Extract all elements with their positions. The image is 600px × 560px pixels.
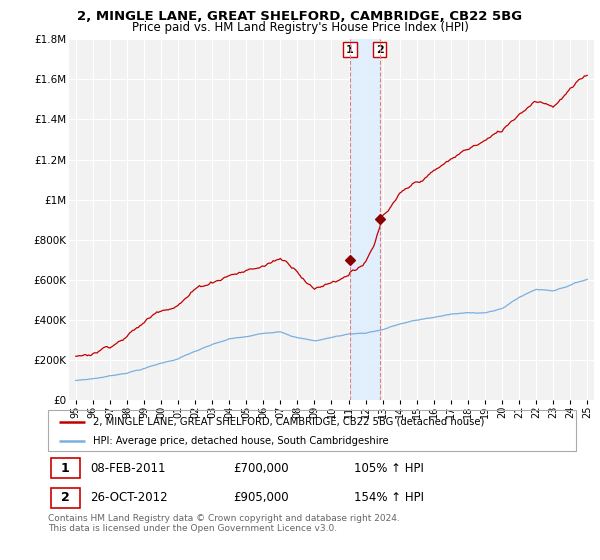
Point (345, 255, 355, 264)
Text: HPI: Average price, detached house, South Cambridgeshire: HPI: Average price, detached house, Sout… (93, 436, 389, 446)
Text: 2: 2 (376, 45, 383, 55)
Text: 08-FEB-2011: 08-FEB-2011 (90, 461, 166, 475)
Point (375, 214, 385, 223)
Text: 2, MINGLE LANE, GREAT SHELFORD, CAMBRIDGE, CB22 5BG (detached house): 2, MINGLE LANE, GREAT SHELFORD, CAMBRIDG… (93, 417, 484, 427)
Text: Price paid vs. HM Land Registry's House Price Index (HPI): Price paid vs. HM Land Registry's House … (131, 21, 469, 34)
Text: 2: 2 (61, 491, 70, 505)
Text: £700,000: £700,000 (233, 461, 289, 475)
Bar (50, 488, 80, 508)
Text: 154% ↑ HPI: 154% ↑ HPI (354, 491, 424, 505)
Text: £905,000: £905,000 (233, 491, 289, 505)
Text: 26-OCT-2012: 26-OCT-2012 (90, 491, 168, 505)
Text: 2, MINGLE LANE, GREAT SHELFORD, CAMBRIDGE, CB22 5BG: 2, MINGLE LANE, GREAT SHELFORD, CAMBRIDG… (77, 10, 523, 22)
Bar (50, 458, 80, 478)
Text: 105% ↑ HPI: 105% ↑ HPI (354, 461, 424, 475)
Text: 1: 1 (61, 461, 70, 475)
Bar (350, 39, 380, 400)
Text: Contains HM Land Registry data © Crown copyright and database right 2024.
This d: Contains HM Land Registry data © Crown c… (48, 514, 400, 534)
Text: 1: 1 (346, 45, 354, 55)
